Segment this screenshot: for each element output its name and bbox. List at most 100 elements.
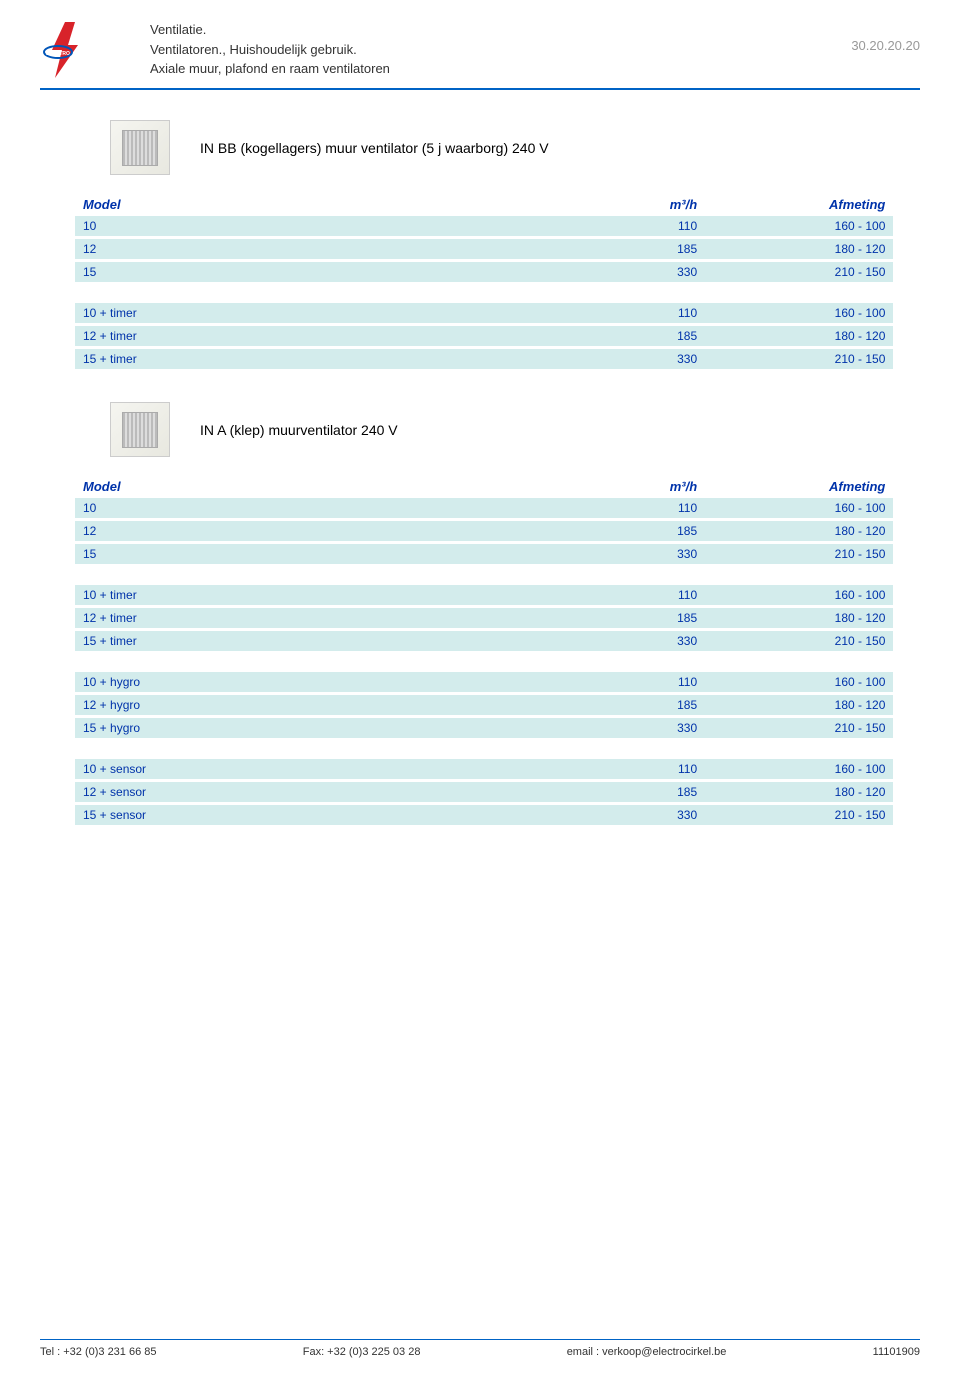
section-title: IN A (klep) muurventilator 240 V: [200, 422, 398, 438]
cell-model: 10: [75, 216, 525, 238]
page-header: ELECTRO Ventilatie. Ventilatoren., Huish…: [40, 20, 920, 90]
cell-m3h: 330: [525, 630, 705, 653]
cell-m3h: 185: [525, 238, 705, 261]
table-row: 15 + hygro330210 - 150: [75, 717, 893, 740]
cell-m3h: 185: [525, 607, 705, 630]
cell-afmeting: 180 - 120: [705, 325, 893, 348]
col-header-m3h: m³/h: [525, 193, 705, 216]
table-row: 10 + timer110160 - 100: [75, 303, 893, 325]
cell-afmeting: 160 - 100: [705, 216, 893, 238]
section2-tables: Modelm³/hAfmeting10110160 - 10012185180 …: [40, 475, 920, 828]
col-header-model: Model: [75, 475, 525, 498]
table-row: 10110160 - 100: [75, 216, 893, 238]
footer-tel: Tel : +32 (0)3 231 66 85: [40, 1346, 157, 1358]
cell-afmeting: 180 - 120: [705, 694, 893, 717]
cell-afmeting: 210 - 150: [705, 717, 893, 740]
cell-m3h: 330: [525, 348, 705, 371]
cell-afmeting: 160 - 100: [705, 672, 893, 694]
cell-afmeting: 180 - 120: [705, 781, 893, 804]
cell-model: 10: [75, 498, 525, 520]
cell-afmeting: 210 - 150: [705, 543, 893, 566]
cell-m3h: 110: [525, 498, 705, 520]
cell-afmeting: 160 - 100: [705, 303, 893, 325]
footer-num: 11101909: [873, 1346, 920, 1358]
cell-m3h: 330: [525, 717, 705, 740]
cell-afmeting: 160 - 100: [705, 759, 893, 781]
footer-email: email : verkoop@electrocirkel.be: [567, 1346, 727, 1358]
data-table: 10 + sensor110160 - 10012 + sensor185180…: [75, 759, 893, 828]
header-line2: Ventilatoren., Huishoudelijk gebruik.: [150, 40, 851, 60]
cell-afmeting: 160 - 100: [705, 498, 893, 520]
cell-m3h: 330: [525, 543, 705, 566]
cell-afmeting: 210 - 150: [705, 630, 893, 653]
table-row: 15 + sensor330210 - 150: [75, 804, 893, 827]
cell-model: 12: [75, 520, 525, 543]
cell-m3h: 110: [525, 216, 705, 238]
cell-m3h: 330: [525, 261, 705, 284]
table-row: 15 + timer330210 - 150: [75, 630, 893, 653]
cell-afmeting: 160 - 100: [705, 585, 893, 607]
data-table: Modelm³/hAfmeting10110160 - 10012185180 …: [75, 475, 893, 567]
cell-m3h: 330: [525, 804, 705, 827]
cell-m3h: 185: [525, 325, 705, 348]
product-thumbnail: [110, 120, 170, 175]
col-header-m3h: m³/h: [525, 475, 705, 498]
cell-m3h: 110: [525, 585, 705, 607]
header-text-block: Ventilatie. Ventilatoren., Huishoudelijk…: [150, 20, 851, 79]
cell-m3h: 110: [525, 303, 705, 325]
cell-model: 15 + timer: [75, 630, 525, 653]
cell-m3h: 185: [525, 520, 705, 543]
table-row: 15 + timer330210 - 150: [75, 348, 893, 371]
cell-afmeting: 180 - 120: [705, 520, 893, 543]
cell-model: 15: [75, 543, 525, 566]
cell-model: 10 + timer: [75, 303, 525, 325]
cell-model: 12 + hygro: [75, 694, 525, 717]
cell-model: 10 + hygro: [75, 672, 525, 694]
cell-model: 12 + timer: [75, 325, 525, 348]
cell-model: 10 + timer: [75, 585, 525, 607]
header-line1: Ventilatie.: [150, 20, 851, 40]
data-table: 10 + hygro110160 - 10012 + hygro185180 -…: [75, 672, 893, 741]
table-row: 10110160 - 100: [75, 498, 893, 520]
data-table: 10 + timer110160 - 10012 + timer185180 -…: [75, 585, 893, 654]
data-table: 10 + timer110160 - 10012 + timer185180 -…: [75, 303, 893, 372]
cell-model: 12: [75, 238, 525, 261]
product-thumbnail: [110, 402, 170, 457]
table-row: 15330210 - 150: [75, 261, 893, 284]
cell-model: 12 + timer: [75, 607, 525, 630]
page-footer: Tel : +32 (0)3 231 66 85 Fax: +32 (0)3 2…: [40, 1339, 920, 1358]
cell-model: 15: [75, 261, 525, 284]
section-title: IN BB (kogellagers) muur ventilator (5 j…: [200, 140, 549, 156]
cell-model: 12 + sensor: [75, 781, 525, 804]
cell-model: 15 + timer: [75, 348, 525, 371]
table-row: 12 + timer185180 - 120: [75, 325, 893, 348]
section1-tables: Modelm³/hAfmeting10110160 - 10012185180 …: [40, 193, 920, 372]
cell-model: 15 + sensor: [75, 804, 525, 827]
table-row: 10 + hygro110160 - 100: [75, 672, 893, 694]
table-row: 10 + timer110160 - 100: [75, 585, 893, 607]
company-logo: ELECTRO: [40, 20, 90, 80]
table-row: 12 + sensor185180 - 120: [75, 781, 893, 804]
table-row: 15330210 - 150: [75, 543, 893, 566]
cell-afmeting: 210 - 150: [705, 348, 893, 371]
table-row: 12185180 - 120: [75, 520, 893, 543]
col-header-afmeting: Afmeting: [705, 193, 893, 216]
header-line3: Axiale muur, plafond en raam ventilatore…: [150, 59, 851, 79]
cell-m3h: 110: [525, 759, 705, 781]
section-in-bb: IN BB (kogellagers) muur ventilator (5 j…: [40, 120, 920, 372]
cell-m3h: 110: [525, 672, 705, 694]
cell-afmeting: 180 - 120: [705, 607, 893, 630]
table-row: 12 + timer185180 - 120: [75, 607, 893, 630]
table-row: 12 + hygro185180 - 120: [75, 694, 893, 717]
header-code: 30.20.20.20: [851, 20, 920, 53]
table-row: 12185180 - 120: [75, 238, 893, 261]
cell-afmeting: 210 - 150: [705, 804, 893, 827]
footer-fax: Fax: +32 (0)3 225 03 28: [303, 1346, 421, 1358]
col-header-afmeting: Afmeting: [705, 475, 893, 498]
data-table: Modelm³/hAfmeting10110160 - 10012185180 …: [75, 193, 893, 285]
table-row: 10 + sensor110160 - 100: [75, 759, 893, 781]
svg-text:ELECTRO: ELECTRO: [46, 51, 70, 57]
cell-afmeting: 210 - 150: [705, 261, 893, 284]
section-in-a: IN A (klep) muurventilator 240 V Modelm³…: [40, 402, 920, 828]
cell-m3h: 185: [525, 781, 705, 804]
